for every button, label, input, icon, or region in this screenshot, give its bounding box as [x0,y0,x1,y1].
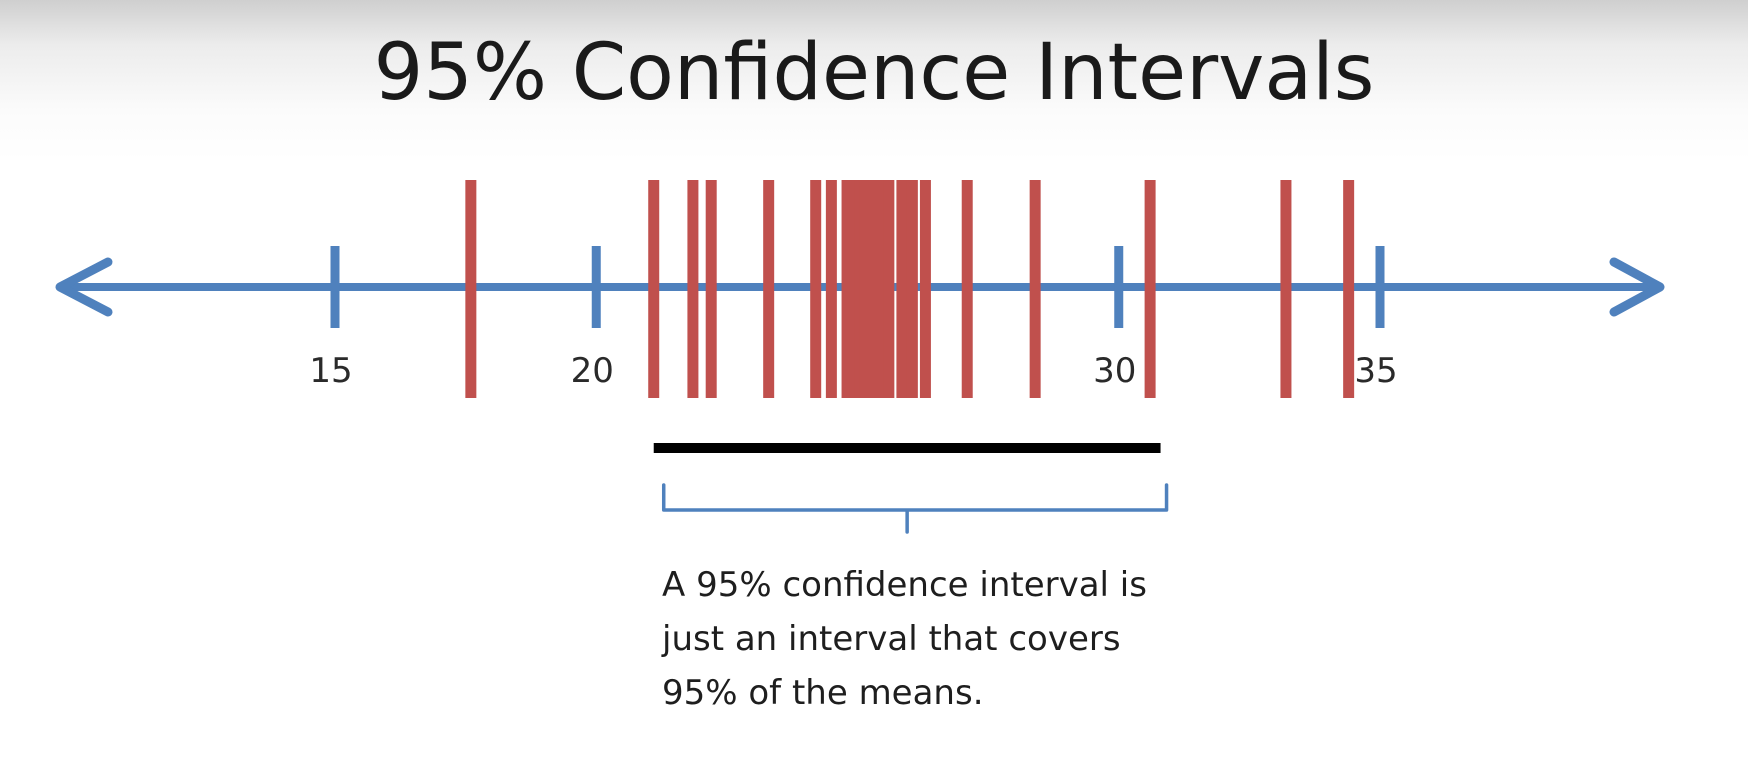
caption-line-3: 95% of the means. [662,673,984,713]
tick-label: 30 [1093,351,1136,391]
tick-labels: 15 20 30 35 [309,351,1397,391]
slide-title: 95% Confidence Intervals [373,28,1375,118]
caption: A 95% confidence interval is just an int… [662,558,1282,720]
left-arrow-icon [55,257,113,317]
tick-label: 15 [309,351,352,391]
tick-label: 20 [571,351,614,391]
right-arrow-icon [1609,257,1665,317]
caption-line-1: A 95% confidence interval is [662,565,1147,605]
caption-line-2: just an interval that covers [662,619,1121,659]
tick-label: 35 [1354,351,1397,391]
sample-means [465,180,1355,398]
interval-brace [661,483,1169,534]
